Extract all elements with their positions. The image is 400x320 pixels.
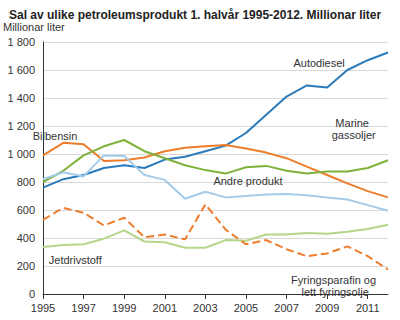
- svg-text:lett fyringsolje: lett fyringsolje: [301, 286, 368, 298]
- svg-text:Andre produkt: Andre produkt: [213, 175, 282, 187]
- svg-text:Autodiesel: Autodiesel: [293, 57, 344, 69]
- svg-text:2003: 2003: [193, 302, 217, 314]
- svg-text:Sal av ulike petroleumsprodukt: Sal av ulike petroleumsprodukt 1. halvår…: [9, 8, 381, 22]
- svg-text:1 400: 1 400: [7, 92, 35, 104]
- svg-text:2007: 2007: [274, 302, 298, 314]
- svg-text:1 600: 1 600: [7, 64, 35, 76]
- svg-text:1 200: 1 200: [7, 120, 35, 132]
- svg-text:800: 800: [17, 176, 35, 188]
- svg-text:2009: 2009: [315, 302, 339, 314]
- svg-text:1997: 1997: [71, 302, 95, 314]
- svg-text:Millionar liter: Millionar liter: [3, 21, 65, 33]
- svg-text:400: 400: [17, 232, 35, 244]
- svg-text:0: 0: [29, 288, 35, 300]
- svg-text:600: 600: [17, 204, 35, 216]
- svg-text:gassoljer: gassoljer: [332, 129, 376, 141]
- svg-text:2011: 2011: [356, 302, 380, 314]
- svg-text:Marine: Marine: [335, 117, 372, 129]
- svg-text:1 800: 1 800: [7, 36, 35, 48]
- svg-text:2005: 2005: [234, 302, 258, 314]
- svg-text:1999: 1999: [112, 302, 136, 314]
- svg-text:2001: 2001: [153, 302, 177, 314]
- svg-text:Bilbensin: Bilbensin: [33, 130, 78, 142]
- svg-text:Jetdrivstoff: Jetdrivstoff: [49, 254, 103, 266]
- svg-text:Fyringsparafin og: Fyringsparafin og: [291, 274, 379, 286]
- svg-text:1995: 1995: [31, 302, 55, 314]
- svg-text:1 000: 1 000: [7, 148, 35, 160]
- svg-text:200: 200: [17, 260, 35, 272]
